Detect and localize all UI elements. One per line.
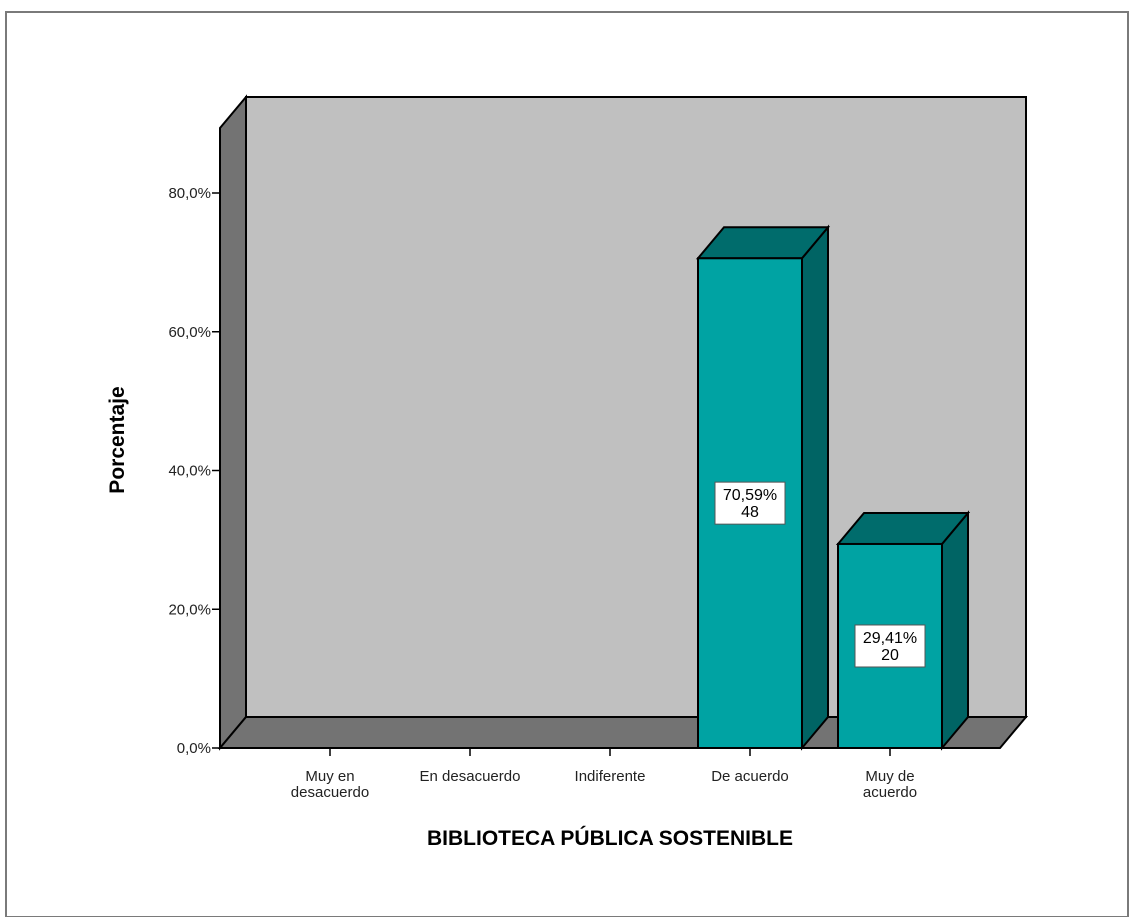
y-tick-label: 20,0% <box>168 601 211 618</box>
y-tick-label: 60,0% <box>168 324 211 341</box>
data-label-percent: 70,59% <box>723 487 777 504</box>
data-label-box <box>854 624 926 668</box>
y-axis: 0,0% 20,0% 40,0% 60,0% 80,0% <box>168 185 220 757</box>
x-tick-label: En desacuerdo <box>420 768 521 785</box>
x-axis-title: BIBLIOTECA PÚBLICA SOSTENIBLE <box>427 826 793 850</box>
y-tick-label: 0,0% <box>177 740 211 757</box>
side-wall <box>219 94 247 751</box>
x-tick-label: desacuerdo <box>291 784 369 801</box>
bar-group: 29,41%20 <box>835 510 971 751</box>
y-axis-title: Porcentaje <box>106 386 129 493</box>
x-tick-label: Indiferente <box>575 768 646 785</box>
y-tick-label: 80,0% <box>168 185 211 202</box>
x-tick-label: Muy de <box>865 768 914 785</box>
x-tick-label: De acuerdo <box>711 768 789 785</box>
bar-group: 70,59%48 <box>695 224 831 751</box>
x-tick-label: acuerdo <box>863 784 917 801</box>
x-tick-label: Muy en <box>305 768 354 785</box>
data-label-count: 48 <box>741 504 759 521</box>
bar-side <box>941 510 969 751</box>
y-tick-label: 40,0% <box>168 463 211 480</box>
bar-side <box>801 224 829 751</box>
plot-walls <box>217 94 1029 751</box>
data-label-percent: 29,41% <box>863 630 917 647</box>
data-label-box <box>714 481 786 525</box>
data-label-count: 20 <box>881 647 899 664</box>
